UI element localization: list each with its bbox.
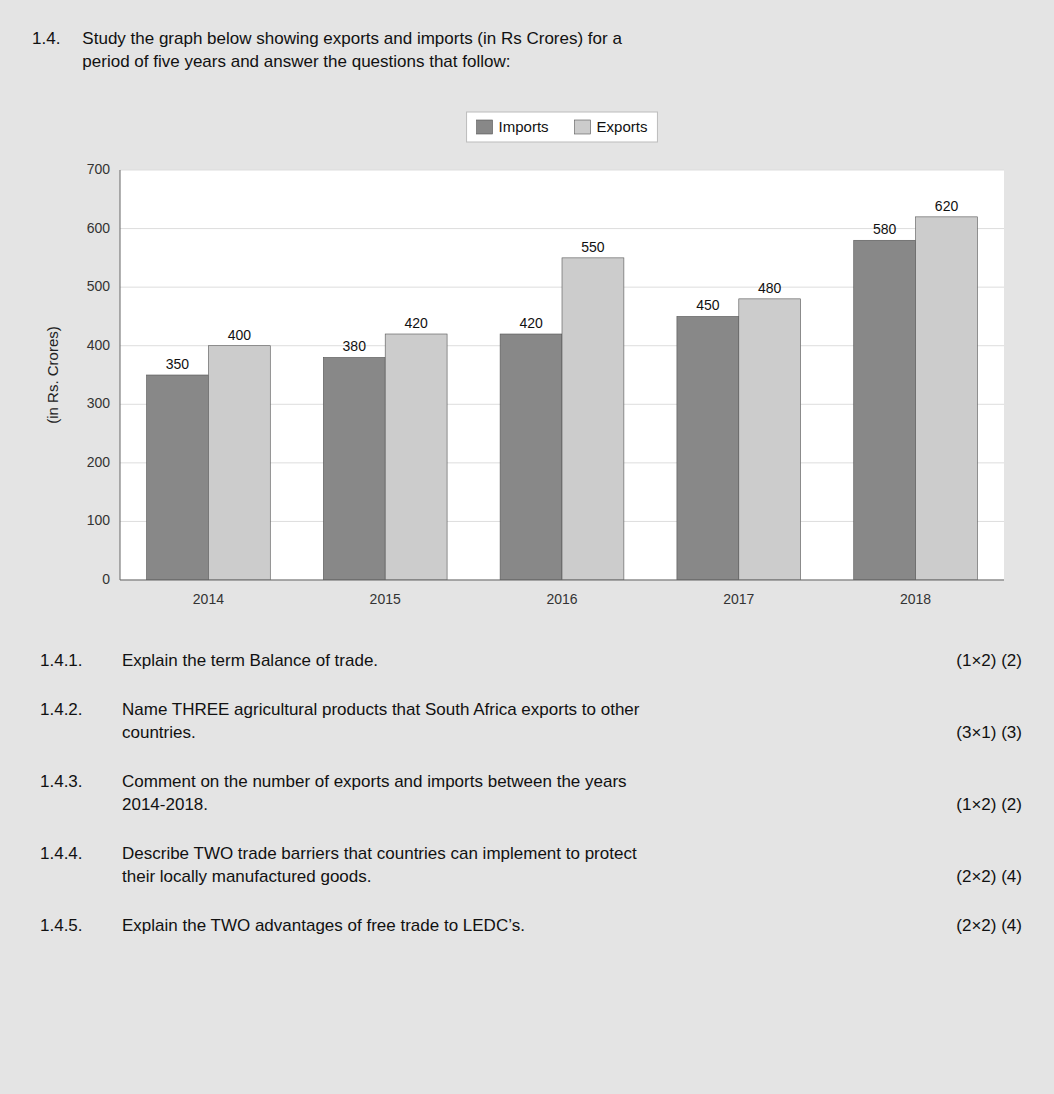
question-text: Comment on the number of exports and imp…	[122, 771, 944, 817]
x-tick-label: 2014	[193, 591, 224, 607]
bar	[677, 316, 739, 580]
data-label: 380	[343, 338, 367, 354]
plot-background	[120, 170, 1004, 580]
y-tick-label: 300	[87, 395, 111, 411]
question: 1.4.1. Explain the term Balance of trade.…	[40, 650, 1022, 673]
data-label: 400	[228, 327, 252, 343]
question-marks: (3×1) (3)	[956, 722, 1022, 745]
data-label: 620	[935, 198, 959, 214]
header: 1.4. Study the graph below showing export…	[32, 28, 1022, 74]
questions: 1.4.1. Explain the term Balance of trade.…	[40, 650, 1022, 964]
legend-item: Imports	[477, 118, 549, 135]
legend-swatch	[575, 120, 591, 134]
bar	[562, 258, 624, 580]
grid-line	[120, 228, 1004, 229]
legend-item: Exports	[575, 118, 648, 135]
question-marks: (2×2) (4)	[956, 915, 1022, 938]
data-label: 420	[404, 315, 428, 331]
grid-line	[120, 170, 1004, 171]
x-axis	[120, 580, 1004, 581]
chart-container: 0 100 200 300 400 500 600 700 (in Rs. Crores) 350…	[0, 100, 1054, 634]
data-label: 420	[519, 315, 543, 331]
question: 1.4.2. Name THREE agricultural products t…	[40, 699, 1022, 745]
legend-label: Exports	[597, 118, 648, 135]
bars	[147, 217, 978, 580]
question: 1.4.4. Describe TWO trade barriers that c…	[40, 843, 1022, 889]
grid-line	[120, 580, 1004, 581]
y-tick-label: 600	[87, 220, 111, 236]
y-axis	[120, 170, 121, 580]
y-tick-label: 200	[87, 454, 111, 470]
bar	[323, 357, 385, 580]
bar	[147, 375, 209, 580]
x-tick-label: 2017	[723, 591, 754, 607]
x-tick-label: 2018	[900, 591, 931, 607]
y-tick-label: 400	[87, 337, 111, 353]
question: 1.4.5. Explain the TWO advantages of free…	[40, 915, 1022, 938]
header-number: 1.4.	[32, 28, 60, 74]
y-tick-label: 0	[102, 571, 110, 587]
question-text: Explain the TWO advantages of free trade…	[122, 915, 944, 938]
question-marks: (2×2) (4)	[956, 866, 1022, 889]
legend: Imports Exports	[467, 112, 658, 142]
question: 1.4.3. Comment on the number of exports a…	[40, 771, 1022, 817]
question-number: 1.4.1.	[40, 650, 110, 673]
question-number: 1.4.5.	[40, 915, 110, 938]
bar	[854, 240, 916, 580]
data-label: 550	[581, 239, 605, 255]
x-tick-label: 2016	[546, 591, 577, 607]
bar	[739, 299, 801, 580]
y-tick-label: 700	[87, 161, 111, 177]
y-tick-label: 100	[87, 512, 111, 528]
bar	[500, 334, 562, 580]
y-tick-label: 500	[87, 278, 111, 294]
y-axis-label: (in Rs. Crores)	[44, 326, 61, 424]
data-label: 450	[696, 297, 720, 313]
chart: 0 100 200 300 400 500 600 700 (in Rs. Crores) 350…	[0, 100, 1054, 630]
question-number: 1.4.2.	[40, 699, 110, 722]
legend-frame	[467, 112, 658, 142]
x-tick-label: 2015	[370, 591, 401, 607]
data-labels: 350 380 420 450 580 400 420 550 480 620	[166, 198, 959, 372]
question-number: 1.4.4.	[40, 843, 110, 866]
question-text: Describe TWO trade barriers that countri…	[122, 843, 944, 889]
data-label: 350	[166, 356, 190, 372]
legend-label: Imports	[499, 118, 549, 135]
data-label: 580	[873, 221, 897, 237]
question-text: Name THREE agricultural products that So…	[122, 699, 944, 745]
bar	[916, 217, 978, 580]
title: Study the graph below showing exports an…	[82, 28, 622, 74]
bar	[208, 346, 270, 580]
question-marks: (1×2) (2)	[956, 794, 1022, 817]
legend-swatch	[477, 120, 493, 134]
bar	[385, 334, 447, 580]
question-number: 1.4.3.	[40, 771, 110, 794]
question-marks: (1×2) (2)	[956, 650, 1022, 673]
question-text: Explain the term Balance of trade.	[122, 650, 944, 673]
data-label: 480	[758, 280, 782, 296]
